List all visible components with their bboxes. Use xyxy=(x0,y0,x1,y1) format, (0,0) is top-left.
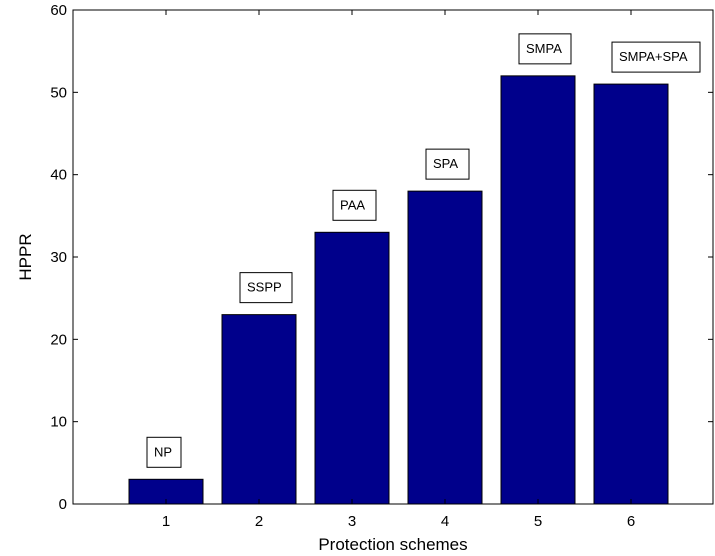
annotation-box-5 xyxy=(518,33,572,65)
bar-2 xyxy=(221,314,297,505)
x-tick-label-6: 6 xyxy=(627,513,635,530)
x-tick-label-1: 1 xyxy=(162,513,170,530)
data-label-6: SMPA+SPA xyxy=(619,49,688,64)
annotation-box-6 xyxy=(611,41,701,73)
data-label-1: NP xyxy=(154,444,172,459)
bar-3 xyxy=(314,231,390,505)
data-label-2: SSPP xyxy=(247,280,282,295)
bar-6 xyxy=(593,83,669,505)
y-axis-label: HPPR xyxy=(16,233,35,280)
x-tick-label-5: 5 xyxy=(534,513,542,530)
x-tick-label-2: 2 xyxy=(255,513,263,530)
data-label-4: SPA xyxy=(433,156,458,171)
data-label-5: SMPA xyxy=(526,41,562,56)
data-label-3: PAA xyxy=(340,197,365,212)
y-tick-label-30: 30 xyxy=(50,249,67,266)
y-tick-label-50: 50 xyxy=(50,84,67,101)
x-tick-label-4: 4 xyxy=(441,513,449,530)
y-tick-label-40: 40 xyxy=(50,167,67,184)
annotation-box-2 xyxy=(239,272,293,304)
bar-4 xyxy=(407,190,483,505)
y-tick-label-10: 10 xyxy=(50,414,67,431)
annotation-box-3 xyxy=(332,189,377,221)
y-tick-label-60: 60 xyxy=(50,2,67,19)
y-tick-label-0: 0 xyxy=(59,496,67,513)
x-tick-label-3: 3 xyxy=(348,513,356,530)
bar-5 xyxy=(500,75,576,505)
annotation-box-4 xyxy=(425,148,470,180)
annotation-box-1 xyxy=(146,436,182,468)
x-axis-label: Protection schemes xyxy=(318,535,467,554)
y-tick-label-20: 20 xyxy=(50,331,67,348)
